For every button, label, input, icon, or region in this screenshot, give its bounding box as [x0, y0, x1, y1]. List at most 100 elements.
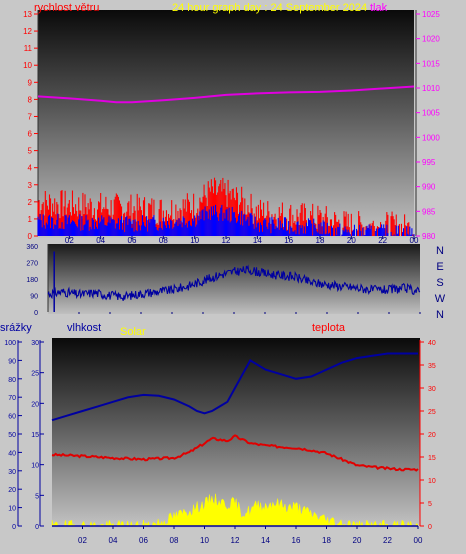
humidity-line [51, 352, 418, 422]
x-tick-label: 04 [96, 236, 105, 245]
temperature-title: teplota [312, 322, 346, 334]
x-tick-label: 04 [109, 536, 118, 545]
x-tick-label: 16 [292, 536, 301, 545]
temperature-tick-label: 0 [428, 524, 432, 531]
direction-tick-label: 180 [26, 277, 38, 284]
left-tick-label: 8 [28, 95, 33, 104]
rain-tick-label: 0 [12, 524, 16, 531]
humidity-tick-label: 30 [31, 340, 39, 347]
direction-tick-label: 0 [34, 310, 38, 317]
temperature-tick-label: 5 [428, 501, 432, 508]
right-tick-label: 995 [422, 158, 436, 167]
temperature-tick-label: 10 [428, 478, 436, 485]
wind-pressure-axes: 0123456789101112139809859909951000100510… [23, 10, 440, 245]
humidity-tick-label: 20 [31, 401, 39, 408]
rain-tick-label: 30 [8, 469, 16, 476]
right-tick-label: 1010 [422, 84, 440, 93]
x-tick-label: 22 [383, 536, 392, 545]
rain-tick-label: 20 [8, 487, 16, 494]
compass-label: N [436, 245, 444, 257]
x-tick-label: 06 [128, 236, 137, 245]
x-tick-label: 20 [347, 236, 356, 245]
direction-tick-label: 90 [30, 294, 38, 301]
x-tick-label: 22 [378, 236, 387, 245]
x-tick-label: 02 [65, 236, 74, 245]
compass-label: N [436, 309, 444, 321]
left-tick-label: 9 [28, 78, 33, 87]
rain-title: srážky [0, 322, 32, 334]
rain-humidity-temp-axes: 0102030405060708090100051015202530051015… [4, 340, 436, 545]
solar-title: Solar [120, 326, 146, 338]
compass-label: E [436, 261, 443, 273]
x-tick-label: 14 [261, 536, 270, 545]
rain-tick-label: 60 [8, 414, 16, 421]
wind-pressure-series [37, 85, 415, 236]
x-tick-label: 10 [190, 236, 199, 245]
direction-tick-label: 360 [26, 244, 38, 251]
x-tick-label: 20 [353, 536, 362, 545]
wind-direction-line [47, 264, 421, 301]
temperature-tick-label: 30 [428, 386, 436, 393]
left-tick-label: 7 [28, 112, 33, 121]
x-tick-label: 00 [410, 236, 419, 245]
right-tick-label: 1000 [422, 133, 440, 142]
rain-tick-label: 90 [8, 358, 16, 365]
x-tick-label: 08 [159, 236, 168, 245]
right-tick-label: 1005 [422, 109, 440, 118]
right-tick-label: 1015 [422, 59, 440, 68]
x-tick-label: 16 [284, 236, 293, 245]
left-tick-label: 4 [28, 164, 33, 173]
rain-tick-label: 50 [8, 432, 16, 439]
left-tick-label: 10 [23, 61, 32, 70]
temperature-tick-label: 40 [428, 340, 436, 347]
left-tick-label: 3 [28, 181, 33, 190]
left-tick-label: 13 [23, 10, 32, 19]
rain-humidity-temp-series [51, 352, 419, 527]
x-tick-label: 12 [231, 536, 240, 545]
x-tick-label: 06 [139, 536, 148, 545]
rain-tick-label: 100 [4, 340, 16, 347]
graph-title: 24 hour graph day : 24 September 2024 [172, 2, 367, 14]
left-tick-label: 1 [28, 215, 33, 224]
left-tick-label: 2 [28, 198, 33, 207]
temperature-tick-label: 15 [428, 455, 436, 462]
humidity-tick-label: 10 [31, 463, 39, 470]
solar-area [51, 493, 419, 527]
left-tick-label: 12 [23, 27, 32, 36]
x-tick-label: 10 [200, 536, 209, 545]
left-tick-label: 0 [28, 232, 33, 241]
humidity-tick-label: 25 [31, 371, 39, 378]
temperature-tick-label: 25 [428, 409, 436, 416]
compass-label: W [435, 293, 446, 305]
humidity-tick-label: 5 [35, 493, 39, 500]
x-tick-label: 08 [170, 536, 179, 545]
rain-tick-label: 40 [8, 450, 16, 457]
compass-label: S [436, 277, 443, 289]
right-tick-label: 1025 [422, 10, 440, 19]
right-tick-label: 985 [422, 207, 436, 216]
pressure-line [37, 85, 415, 104]
left-tick-label: 6 [28, 130, 33, 139]
rain-tick-label: 10 [8, 506, 16, 513]
wind-direction-panel [48, 244, 420, 314]
right-tick-label: 1020 [422, 35, 440, 44]
right-tick-label: 980 [422, 232, 436, 241]
temperature-tick-label: 35 [428, 363, 436, 370]
wind-speed-title: rychlost větru [34, 2, 99, 14]
rain-humidity-temp-panel [52, 338, 420, 528]
wind-direction-series [47, 251, 421, 312]
left-tick-label: 5 [28, 147, 33, 156]
rain-tick-label: 70 [8, 395, 16, 402]
x-tick-label: 14 [253, 236, 262, 245]
rain-tick-label: 80 [8, 377, 16, 384]
temperature-tick-label: 20 [428, 432, 436, 439]
pressure-title: tlak [370, 2, 388, 14]
humidity-tick-label: 15 [31, 432, 39, 439]
x-tick-label: 12 [222, 236, 231, 245]
x-tick-label: 00 [414, 536, 423, 545]
left-tick-label: 11 [24, 44, 33, 53]
humidity-tick-label: 0 [35, 524, 39, 531]
x-tick-label: 18 [322, 536, 331, 545]
